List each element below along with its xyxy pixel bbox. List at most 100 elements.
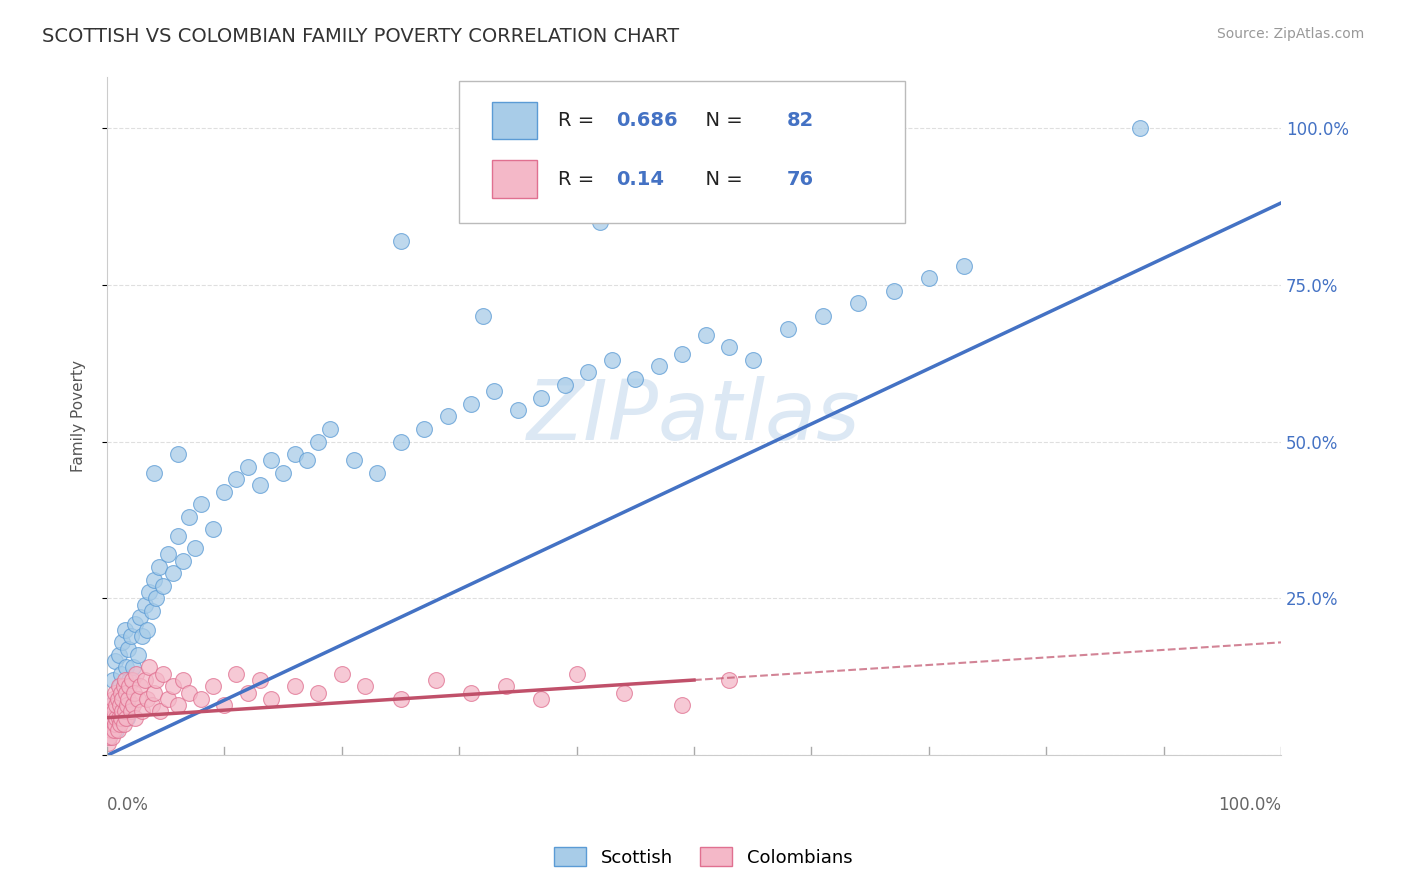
Point [111, 705, 134, 719]
Point [214, 698, 236, 713]
Point [157, 691, 180, 706]
Point [671, 698, 693, 713]
Point [260, 453, 283, 467]
Point [172, 673, 194, 687]
Point [103, 705, 125, 719]
Point [118, 679, 141, 693]
Point [811, 309, 834, 323]
Point [120, 705, 142, 719]
Point [148, 560, 170, 574]
Point [284, 679, 307, 693]
Point [108, 705, 131, 719]
Point [114, 673, 136, 687]
Point [105, 723, 128, 738]
Text: R =: R = [558, 111, 600, 129]
Point [114, 623, 136, 637]
Point [284, 447, 307, 461]
Point [179, 685, 201, 699]
Point [576, 366, 599, 380]
Point [460, 397, 482, 411]
Point [671, 346, 693, 360]
Point [307, 685, 329, 699]
Point [138, 585, 160, 599]
Point [122, 660, 145, 674]
FancyBboxPatch shape [460, 81, 905, 223]
Point [129, 610, 152, 624]
Point [100, 705, 122, 719]
Point [225, 472, 247, 486]
Point [98, 730, 121, 744]
Point [366, 466, 388, 480]
Point [236, 459, 259, 474]
Point [111, 635, 134, 649]
Point [1129, 120, 1152, 135]
Point [107, 723, 129, 738]
Point [108, 711, 131, 725]
Point [145, 591, 167, 606]
Point [354, 679, 377, 693]
Point [131, 629, 153, 643]
Point [565, 666, 588, 681]
Point [484, 384, 506, 399]
Point [648, 359, 671, 374]
Point [120, 629, 142, 643]
Point [112, 679, 135, 693]
Point [145, 673, 167, 687]
Point [141, 698, 163, 713]
Point [108, 679, 131, 693]
Point [249, 478, 271, 492]
Point [162, 679, 184, 693]
Point [179, 509, 201, 524]
Point [389, 434, 412, 449]
Point [134, 598, 156, 612]
Point [846, 296, 869, 310]
Point [114, 705, 136, 719]
Point [166, 698, 188, 713]
Point [214, 484, 236, 499]
Point [184, 541, 207, 556]
Point [108, 648, 131, 662]
Point [695, 327, 717, 342]
Point [342, 453, 364, 467]
Text: 82: 82 [787, 111, 814, 129]
Point [436, 409, 458, 424]
Point [129, 679, 152, 693]
Point [127, 691, 149, 706]
Point [506, 403, 529, 417]
Text: SCOTTISH VS COLOMBIAN FAMILY POVERTY CORRELATION CHART: SCOTTISH VS COLOMBIAN FAMILY POVERTY COR… [42, 27, 679, 45]
Text: 0.0%: 0.0% [107, 796, 149, 814]
Point [718, 340, 741, 354]
Point [107, 691, 129, 706]
Y-axis label: Family Poverty: Family Poverty [72, 360, 86, 473]
Point [122, 698, 145, 713]
Point [108, 679, 131, 693]
Point [172, 554, 194, 568]
Point [389, 234, 412, 248]
Point [100, 717, 122, 731]
Point [124, 616, 146, 631]
Point [115, 660, 138, 674]
Point [124, 711, 146, 725]
Point [166, 447, 188, 461]
Point [201, 679, 224, 693]
Point [319, 422, 342, 436]
Bar [492, 161, 537, 198]
Point [134, 673, 156, 687]
Point [236, 685, 259, 699]
Point [190, 691, 212, 706]
Point [122, 685, 145, 699]
Point [112, 717, 135, 731]
Point [103, 711, 125, 725]
Point [108, 698, 131, 713]
Point [613, 685, 636, 699]
Point [389, 691, 412, 706]
Text: ZIPatlas: ZIPatlas [527, 376, 860, 457]
Point [143, 573, 166, 587]
Point [117, 691, 139, 706]
Point [600, 352, 623, 367]
Point [330, 666, 353, 681]
Text: 76: 76 [787, 169, 814, 188]
Point [271, 466, 294, 480]
Point [112, 685, 135, 699]
Point [149, 705, 172, 719]
